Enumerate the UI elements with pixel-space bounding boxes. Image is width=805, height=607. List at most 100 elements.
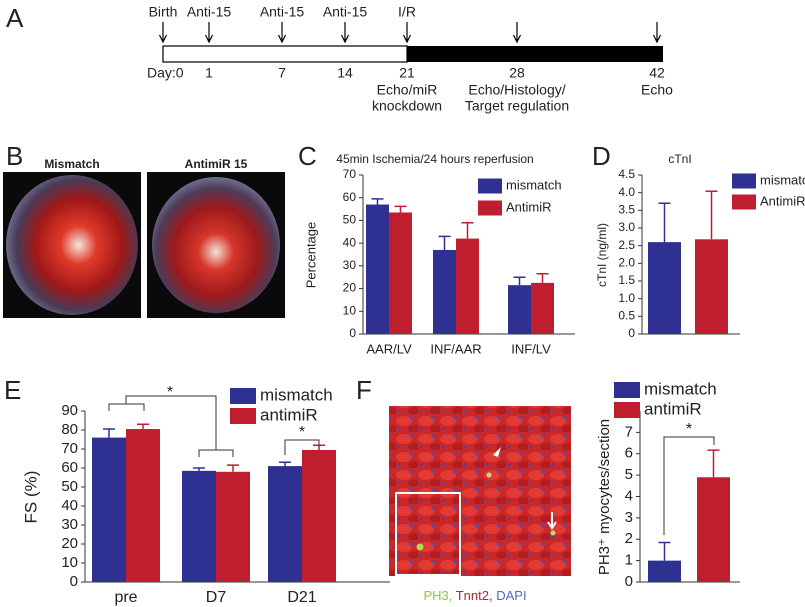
y-tick-label: 20 [61,535,78,552]
legend-label: AntimiR [506,199,552,214]
timeline-event: Anti-15 [187,4,232,20]
legend-swatch [614,402,640,418]
image-label: AntimiR 15 [185,157,248,171]
error-bar [513,276,526,286]
y-tick-label: 70 [343,167,357,181]
bar [302,449,336,582]
y-tick-label: 1.0 [618,291,635,305]
legend-label: mismatch [644,379,717,398]
panel-label: D [592,141,611,171]
timeline-event: I/R [398,4,416,20]
y-tick-label: 0 [70,573,78,590]
panel-label: A [6,3,24,33]
y-tick-label: 60 [343,190,357,204]
legend-label: AntimiR [760,193,805,208]
y-tick-label: 40 [343,235,357,249]
timeline-note: Echo/miR [377,82,438,98]
panel-label: C [298,141,317,171]
y-tick-label: 4.0 [618,185,635,199]
error-bar [658,202,671,243]
legend-swatch [230,408,256,424]
ph3-cell [416,543,424,551]
timeline-arrow [277,22,287,44]
y-axis-label: Percentage [303,222,318,289]
bar [389,212,412,334]
timeline-event: Birth [149,4,178,20]
timeline-event: Anti-15 [260,4,305,20]
legend-swatch [614,382,640,398]
x-tick-label: INF/AAR [430,341,481,356]
error-bar [103,428,115,438]
chart-title: 45min Ischemia/24 hours reperfusion [336,152,533,166]
timeline-note: knockdown [372,98,442,114]
y-tick-label: 1 [625,552,633,569]
legend-label: mismatch [506,177,562,192]
legend-label: mismatch [760,172,805,187]
bar [216,471,250,582]
timeline-day: 21 [399,65,415,81]
legend-label: antimiR [644,399,702,418]
y-tick-label: 2 [625,530,633,547]
timeline-day: Day:0 [147,65,184,81]
heart-section [6,175,138,315]
error-bar [461,221,474,239]
panel-label: B [6,141,23,171]
arrow-marker [547,512,557,530]
y-tick-label: 0 [625,573,633,590]
timeline-pre [162,45,408,63]
stain-label: DAPI [496,588,526,603]
error-bar [438,235,451,250]
panel-label: F [356,375,372,405]
bar [182,470,216,582]
y-tick-label: 6 [625,445,633,462]
ph3-cell [550,530,556,536]
y-axis-label: FS (%) [21,471,40,524]
y-axis-label: PH3⁺ myocytes/section [596,419,613,575]
x-tick-label: AAR/LV [366,341,412,356]
significance-bracket [663,436,715,535]
error-bar [371,198,384,205]
bar [695,239,728,334]
y-tick-label: 40 [61,497,78,514]
stain-caption: PH3, Tnnt2, DAPI [423,588,526,603]
error-bar [705,190,718,240]
timeline-arrow [652,22,662,44]
timeline-arrow [512,22,522,44]
stain-label: PH3, [423,588,452,603]
significance-label: * [167,384,173,401]
error-bar [193,467,205,471]
panel-label: E [4,375,21,405]
x-tick-label: D21 [287,589,316,606]
ph3-cell [486,472,492,478]
timeline-post [407,46,663,62]
error-bar [137,423,149,430]
timeline-day: 7 [278,65,286,81]
y-tick-label: 50 [343,213,357,227]
error-bar [279,461,291,467]
y-tick-label: 3 [625,509,633,526]
legend-swatch [478,200,502,216]
error-bar [227,464,239,472]
y-tick-label: 0 [349,326,356,340]
significance-bracket [108,395,234,457]
bar [456,238,479,334]
error-bar [658,541,671,561]
legend-swatch [732,173,756,189]
y-tick-label: 1.5 [618,273,635,287]
legend-swatch [732,194,756,210]
y-tick-label: 30 [343,258,357,272]
significance-label: * [686,421,692,438]
x-tick-label: INF/LV [511,341,551,356]
bar [92,437,126,582]
y-tick-label: 30 [61,516,78,533]
heart-section [152,177,280,313]
y-tick-label: 2.5 [618,238,635,252]
y-tick-label: 7 [625,423,633,440]
bar [648,560,681,582]
bar [126,429,160,582]
legend-swatch [478,178,502,194]
y-tick-label: 80 [61,421,78,438]
error-bar [394,205,407,213]
